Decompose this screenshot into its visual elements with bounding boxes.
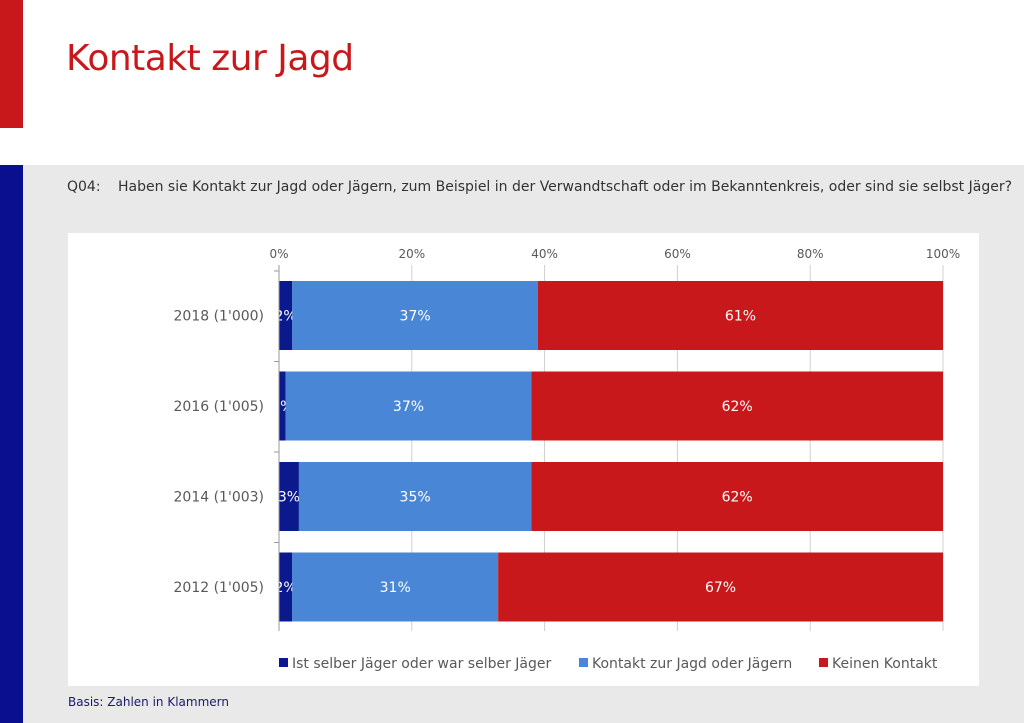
bar-segment (531, 371, 943, 441)
page-title: Kontakt zur Jagd (66, 38, 354, 79)
bar-segment (285, 371, 532, 441)
bar-segment (298, 462, 532, 531)
x-tick-label: 20% (398, 247, 425, 261)
category-label: 2012 (1'005) (174, 580, 264, 596)
legend-label: Keinen Kontakt (832, 656, 938, 672)
legend-swatch (819, 658, 828, 667)
axis: 0% 20% 40% 60% 80% 100% 2018 (1'000) 2016 (1'00… (174, 247, 960, 631)
question-code: Q04: (67, 179, 101, 195)
category-label: 2018 (1'000) (174, 309, 264, 325)
bar-segment (292, 281, 538, 350)
footnote: Basis: Zahlen in Klammern (68, 695, 229, 709)
chart-panel: 2% 37% 61% 1% 37% 62% 3% 35% 62% 2% 31% 67% 0% 20% 40… (68, 233, 979, 686)
data-label: 61% (725, 309, 756, 325)
data-label: 2% (275, 580, 297, 596)
data-label: 62% (722, 399, 753, 415)
bar-segment (531, 462, 943, 531)
legend: Ist selber Jäger oder war selber Jäger Ko… (279, 656, 938, 672)
category-label: 2016 (1'005) (174, 399, 264, 415)
x-tick-label: 60% (664, 247, 691, 261)
data-label: 37% (393, 399, 424, 415)
x-tick-label: 80% (797, 247, 824, 261)
data-label: 37% (400, 309, 431, 325)
legend-swatch (579, 658, 588, 667)
data-label: 35% (400, 490, 431, 506)
stacked-bar-chart: 2% 37% 61%1% 37% 62%3% 35% 62%2% 31% 67% 0% 20% 40… (174, 247, 961, 672)
legend-swatch (279, 658, 288, 667)
red-accent-strip (0, 0, 23, 128)
bar-segment (279, 281, 293, 350)
legend-label: Ist selber Jäger oder war selber Jäger (292, 656, 551, 672)
category-label: 2014 (1'003) (174, 490, 264, 506)
blue-accent-strip (0, 165, 23, 723)
bar-segment (279, 371, 286, 441)
bar-segment (279, 462, 299, 531)
legend-label: Kontakt zur Jagd oder Jägern (592, 656, 792, 672)
bar-segment (498, 552, 943, 622)
bars: 2% 37% 61%1% 37% 62%3% 35% 62%2% 31% 67% (271, 281, 943, 622)
question-text: Haben sie Kontakt zur Jagd oder Jägern, … (118, 179, 1013, 195)
x-tick-label: 100% (926, 247, 960, 261)
question: Q04: Haben sie Kontakt zur Jagd oder Jäge… (67, 179, 1012, 195)
bar-segment (537, 281, 943, 350)
x-tick-label: 40% (531, 247, 558, 261)
bar-segment (292, 552, 499, 622)
data-label: 2% (275, 309, 297, 325)
data-label: 62% (722, 490, 753, 506)
x-tick-label: 0% (269, 247, 288, 261)
data-label: 67% (705, 580, 736, 596)
data-label: 3% (278, 490, 300, 506)
bar-segment (279, 552, 293, 622)
data-label: 31% (380, 580, 411, 596)
